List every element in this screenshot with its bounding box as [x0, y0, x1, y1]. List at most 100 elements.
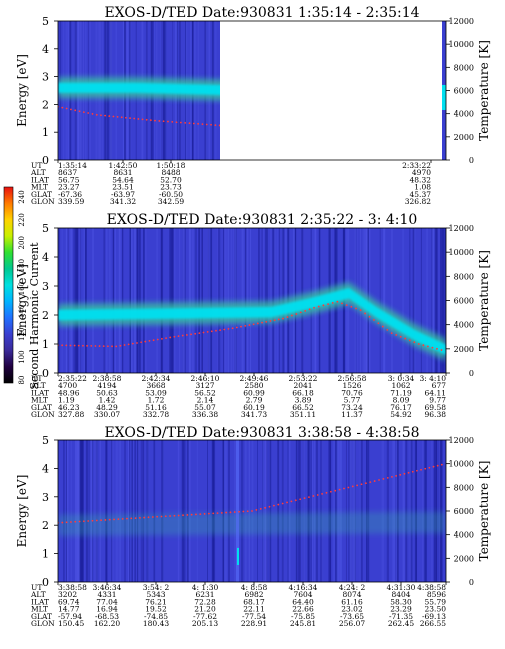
texture-streak [211, 440, 214, 582]
row-value: 52.70 [160, 175, 182, 184]
texture-streak [181, 440, 184, 582]
temperature-trace-point [408, 339, 411, 342]
temperature-trace-point [436, 347, 438, 350]
temperature-trace-point [98, 345, 101, 347]
y-axis-label: Energy [eV] [15, 54, 29, 127]
texture-streak [295, 440, 298, 582]
temperature-trace-point [108, 115, 111, 117]
texture-streak [122, 228, 124, 373]
texture-streak [153, 440, 156, 582]
temperature-trace-point [304, 309, 307, 312]
y-tick-label: 0 [42, 154, 49, 167]
temperature-trace-point [350, 305, 353, 308]
temperature-trace-point [386, 476, 389, 479]
y2-tick-label: 12000 [449, 224, 474, 233]
row-value: 3: 0:34 [388, 374, 415, 383]
temperature-trace-point [252, 323, 255, 326]
row-value: 4700 [58, 381, 77, 390]
y-tick-label: 4 [42, 43, 49, 56]
row-value: 61.16 [341, 597, 363, 606]
row-value: 330.07 [94, 410, 120, 419]
row-value: 96.38 [425, 410, 447, 419]
row-value: 66.18 [292, 388, 314, 397]
temperature-trace-point [238, 510, 240, 513]
temperature-trace-point [185, 334, 188, 336]
texture-streak [134, 228, 137, 373]
panel-1-title: EXOS-D/TED Date:930831 1:35:14 - 2:35:14 [104, 5, 419, 21]
temperature-trace-point [162, 120, 165, 123]
y2-tick-label: 0 [469, 369, 474, 378]
texture-streak [188, 440, 191, 582]
temperature-trace-point [188, 122, 191, 125]
temperature-trace-point [190, 333, 192, 336]
texture-streak [333, 440, 336, 582]
texture-streak [241, 440, 244, 582]
temperature-trace-point [248, 324, 251, 326]
y2-tick-label: 12000 [449, 17, 474, 26]
row-value: 8488 [161, 168, 180, 177]
row-value: 50.63 [96, 388, 118, 397]
colorbar-tick-label: 100 [18, 350, 26, 363]
temperature-trace-point [199, 513, 202, 516]
temperature-trace-point [86, 344, 88, 347]
temperature-trace-point [104, 114, 107, 117]
temperature-trace-point [325, 491, 328, 494]
row-name: UT [31, 374, 42, 383]
row-value: 336.38 [192, 410, 218, 419]
temperature-trace-point [126, 517, 128, 520]
temperature-trace-point [149, 119, 152, 122]
texture-streak [366, 440, 368, 582]
texture-streak [65, 228, 68, 373]
texture-streak [99, 440, 102, 582]
temperature-trace-point [317, 305, 320, 308]
row-name: GLAT [31, 190, 52, 199]
row-value: 73.24 [341, 403, 363, 412]
texture-streak [440, 228, 443, 373]
texture-streak [198, 228, 200, 373]
texture-streak [162, 440, 164, 582]
row-value: 4:24: 2 [339, 583, 366, 592]
row-value: 4331 [97, 590, 116, 599]
texture-streak [188, 228, 191, 373]
texture-streak [196, 440, 198, 582]
temperature-trace-point [87, 520, 90, 522]
texture-streak [272, 228, 274, 373]
row-value: 5343 [146, 590, 165, 599]
row-value: 23.02 [341, 605, 363, 614]
row-value: 351.11 [290, 410, 316, 419]
y-tick-label: 1 [42, 126, 49, 139]
texture-streak [367, 440, 370, 582]
row-name: MLT [31, 183, 48, 192]
temperature-trace-point [82, 520, 85, 523]
texture-streak [79, 228, 82, 373]
temperature-trace-point [167, 120, 169, 123]
row-value: 8.09 [393, 396, 410, 405]
texture-streak [310, 440, 312, 582]
temperature-trace-point [413, 341, 416, 344]
temperature-trace-point [173, 335, 176, 338]
texture-streak [173, 228, 176, 373]
texture-streak [139, 228, 141, 373]
texture-streak [81, 440, 83, 582]
texture-streak [160, 228, 164, 373]
temperature-trace-point [356, 484, 359, 487]
texture-streak [136, 228, 139, 373]
texture-streak [234, 228, 236, 373]
y2-tick-label: 0 [469, 156, 474, 165]
temperature-trace-point [282, 317, 284, 320]
temperature-trace-point [215, 329, 217, 332]
temperature-trace-point [65, 521, 68, 524]
row-value: 7604 [293, 590, 312, 599]
temperature-trace-point [277, 318, 280, 321]
texture-streak [116, 440, 119, 582]
texture-streak [405, 440, 408, 582]
texture-streak [379, 228, 381, 373]
row-value: 150.45 [58, 619, 84, 628]
texture-streak [268, 440, 271, 582]
row-value: 8596 [427, 590, 446, 599]
row-value: 8631 [113, 168, 132, 177]
texture-streak [257, 440, 258, 582]
y-axis-label: Energy [eV] [15, 475, 29, 548]
temperature-trace-point [190, 513, 193, 516]
temperature-trace-point [251, 510, 253, 512]
